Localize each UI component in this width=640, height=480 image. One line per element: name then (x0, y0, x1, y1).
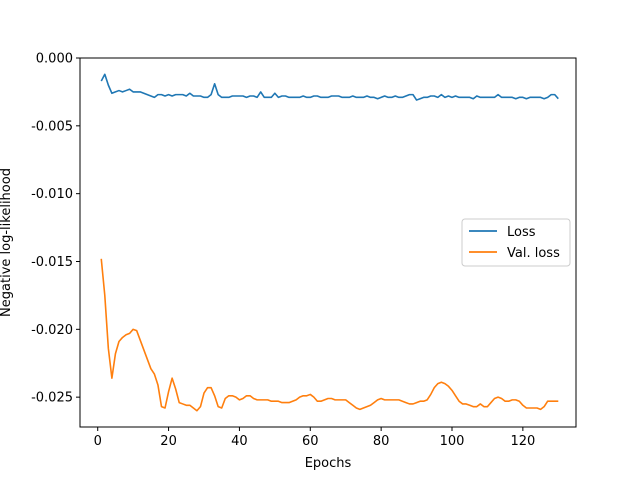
legend: Loss Val. loss (461, 218, 571, 267)
y-axis-label: Negative log-likelihood (0, 168, 14, 317)
y-tick-label: -0.010 (31, 187, 73, 202)
y-tick-label: 0.000 (36, 52, 73, 67)
x-tick-label: 20 (160, 434, 177, 449)
x-tick-label: 40 (231, 434, 248, 449)
y-tick-label: -0.025 (31, 391, 73, 406)
x-tick-label: 100 (440, 434, 465, 449)
series-line-loss (100, 73, 559, 101)
series-line-val-loss (100, 258, 559, 412)
x-tick-label: 0 (94, 434, 102, 449)
legend-label: Loss (507, 225, 536, 240)
x-ticks: 0 20 40 60 80 100 120 (94, 427, 535, 449)
series-layer (100, 73, 559, 412)
y-ticks: 0.000 -0.005 -0.010 -0.015 -0.020 -0.025 (31, 52, 80, 406)
x-tick-label: 60 (302, 434, 319, 449)
x-tick-label: 80 (373, 434, 390, 449)
plot-frame (79, 57, 577, 428)
y-tick-label: -0.015 (31, 255, 73, 270)
x-tick-label: 120 (510, 434, 535, 449)
x-axis-label: Epochs (305, 456, 352, 471)
legend-label: Val. loss (507, 246, 560, 261)
y-tick-label: -0.005 (31, 119, 73, 134)
y-tick-label: -0.020 (31, 323, 73, 338)
